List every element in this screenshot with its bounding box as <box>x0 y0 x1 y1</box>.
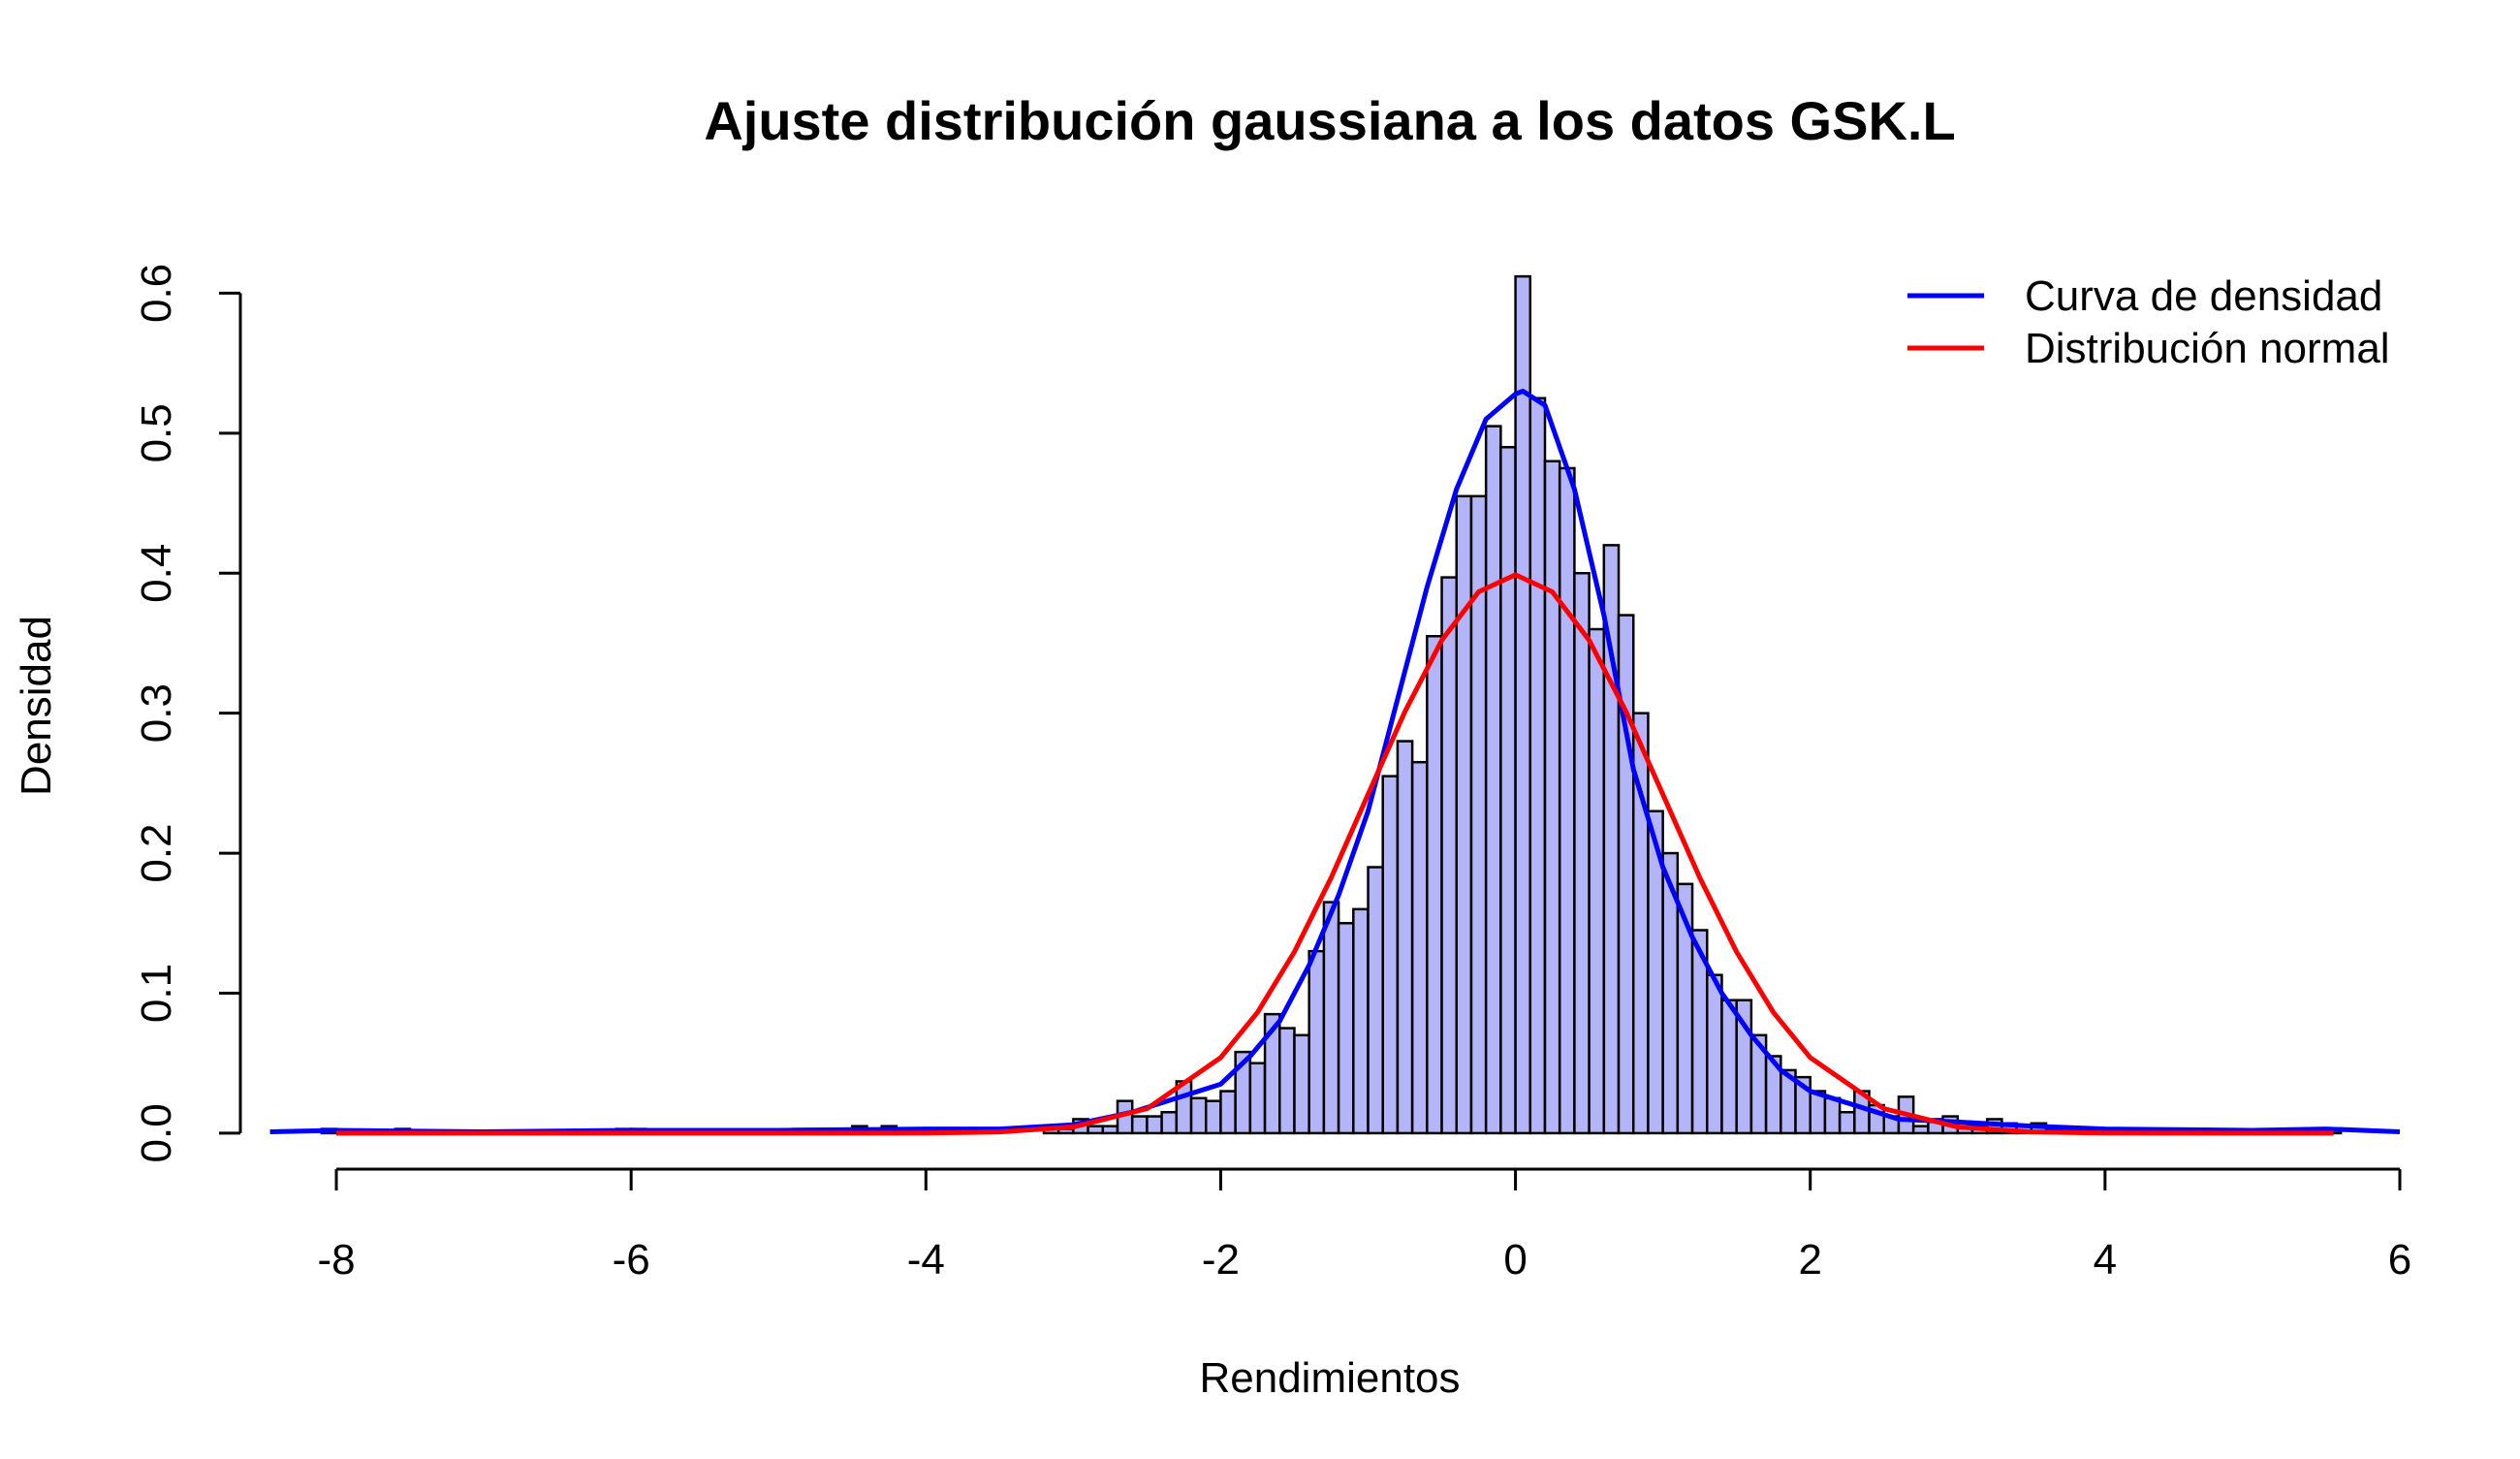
histogram-bar <box>1087 1125 1105 1135</box>
histogram-bar <box>1911 1125 1930 1135</box>
histogram-bar <box>1101 1125 1119 1135</box>
histogram-bar <box>1160 1110 1179 1135</box>
histogram-bar <box>1293 1033 1310 1135</box>
x-tick-label: -4 <box>907 1236 945 1284</box>
histogram-bar <box>1219 1090 1237 1135</box>
y-tick-label: 0.2 <box>133 823 180 882</box>
histogram-bar <box>1278 1027 1296 1135</box>
x-tick-label: 4 <box>2094 1236 2117 1284</box>
histogram-bar <box>1573 572 1591 1135</box>
x-tick-label: -8 <box>317 1236 355 1284</box>
legend-label: Distribución normal <box>2025 325 2390 372</box>
histogram-bar <box>1146 1115 1163 1135</box>
histogram-bar <box>1588 627 1606 1135</box>
histogram-bar <box>1204 1099 1222 1135</box>
histogram-bar <box>1455 494 1473 1135</box>
y-tick-label: 0.3 <box>133 683 180 743</box>
chart-title: Ajuste distribución gaussiana a los dato… <box>704 90 1955 151</box>
y-tick-label: 0.1 <box>133 964 180 1023</box>
histogram-bar <box>1440 576 1459 1135</box>
histogram-bar <box>1543 460 1561 1135</box>
histogram-bar <box>1410 760 1429 1135</box>
x-tick-label: 0 <box>1503 1236 1527 1284</box>
y-axis-label: Densidad <box>13 616 60 796</box>
density-line <box>336 572 2334 1136</box>
histogram-bar <box>1720 999 1738 1135</box>
histogram-bar <box>1130 1115 1149 1135</box>
density-line <box>269 389 2401 1134</box>
histogram-bar <box>1514 274 1532 1135</box>
histogram-bar <box>1426 634 1443 1135</box>
histogram-bar <box>1558 466 1576 1135</box>
histogram-bar <box>1352 907 1370 1135</box>
histogram-bar <box>1337 922 1355 1135</box>
y-tick-label: 0.4 <box>133 544 180 603</box>
histogram-bar <box>1248 1062 1267 1135</box>
histogram-bar <box>1381 775 1400 1135</box>
histogram-bar <box>1528 396 1547 1135</box>
histogram-bar <box>1838 1110 1856 1135</box>
histogram-bar <box>1367 866 1384 1135</box>
histogram-bar <box>1823 1096 1842 1135</box>
histogram-bar <box>1484 425 1502 1135</box>
legend-label: Curva de densidad <box>2025 272 2382 320</box>
y-tick-label: 0.0 <box>133 1103 180 1162</box>
histogram-bar <box>1499 446 1517 1135</box>
x-tick-label: 6 <box>2388 1236 2411 1284</box>
histogram-bar <box>1189 1096 1208 1135</box>
x-tick-label: -2 <box>1202 1236 1240 1284</box>
histogram-bar <box>1706 973 1723 1135</box>
x-axis-label: Rendimientos <box>1199 1354 1460 1402</box>
histogram-bar <box>1396 740 1414 1135</box>
y-tick-label: 0.6 <box>133 264 180 323</box>
x-tick-label: 2 <box>1798 1236 1821 1284</box>
y-tick-label: 0.5 <box>133 403 180 462</box>
histogram-bar <box>1307 949 1326 1135</box>
histogram-bar <box>1322 901 1340 1135</box>
x-tick-label: -6 <box>613 1236 650 1284</box>
